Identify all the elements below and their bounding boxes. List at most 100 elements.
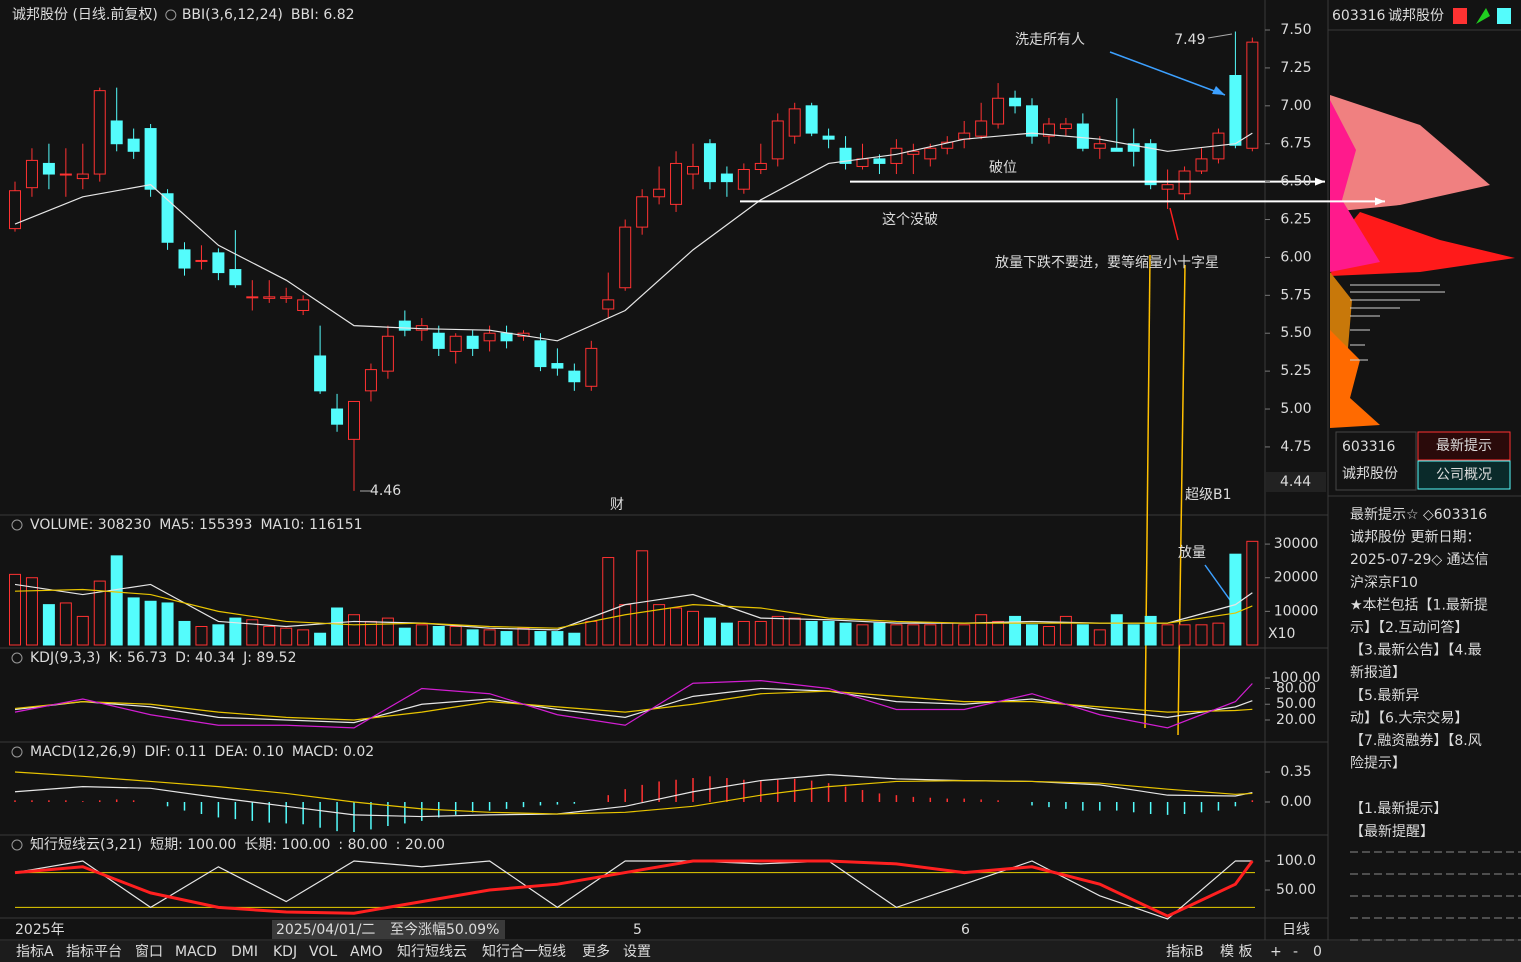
candle-body xyxy=(754,162,767,170)
volume-bar xyxy=(924,624,937,646)
volume-bar xyxy=(1042,626,1055,646)
panel-header: DEA: 0.10 xyxy=(215,744,284,760)
tab[interactable]: 知行合一短线 xyxy=(482,943,566,960)
candle-body xyxy=(822,135,835,140)
volume-bar xyxy=(619,604,632,646)
candle-body xyxy=(1195,158,1208,172)
candle-body xyxy=(466,335,479,349)
candle-body xyxy=(534,340,547,368)
tab[interactable]: AMO xyxy=(350,944,383,960)
candle-body xyxy=(93,90,106,175)
volume-bar xyxy=(1059,615,1072,646)
y-tick-label: 80.00 xyxy=(1276,680,1316,696)
tab[interactable]: 0 xyxy=(1313,944,1322,960)
volume-bar xyxy=(144,600,157,646)
panel-header: 诚邦股份 (日线.前复权) xyxy=(12,6,158,23)
sidebar-tab[interactable]: 最新提示 xyxy=(1436,438,1492,454)
header-icon xyxy=(11,839,23,851)
candle-body xyxy=(771,120,784,160)
period-label: 日线 xyxy=(1282,922,1310,938)
level-label: 破位 xyxy=(989,160,1017,176)
panel-header: D: 40.34 xyxy=(175,650,235,666)
tab[interactable]: VOL xyxy=(309,944,337,960)
x-axis-label: 5 xyxy=(633,922,642,938)
volume-bar xyxy=(958,624,971,646)
candle-body xyxy=(551,363,564,369)
volume-bar xyxy=(348,614,360,646)
tab[interactable]: 指标B xyxy=(1166,944,1204,960)
panel-header: MACD(12,26,9) xyxy=(30,744,136,760)
tab[interactable]: KDJ xyxy=(273,944,297,960)
tab[interactable]: 更多 xyxy=(582,943,610,960)
volume-bar xyxy=(466,629,479,646)
tab[interactable]: 知行短线云 xyxy=(397,943,467,960)
volume-bar xyxy=(754,620,767,646)
tab[interactable]: 指标平台 xyxy=(66,944,122,960)
sidebar-text: 【5.最新异 xyxy=(1350,688,1419,704)
annotation: 放量 xyxy=(1178,545,1206,561)
candle-body xyxy=(9,190,21,230)
volume-bar xyxy=(246,619,259,646)
sidebar-text: 沪深京F10 xyxy=(1350,575,1418,591)
cursor-value: 4.44 xyxy=(1280,474,1311,490)
candle-body xyxy=(178,249,191,269)
volume-bar xyxy=(805,620,818,646)
candle-body xyxy=(737,168,750,190)
y-tick-label: 20000 xyxy=(1274,570,1319,586)
candle-body xyxy=(110,120,123,145)
level-arrow xyxy=(1375,197,1385,206)
volume-profile xyxy=(1330,8,1515,428)
volume-bar xyxy=(788,617,801,646)
sidebar-text: 示】【2.互动问答】 xyxy=(1350,619,1468,636)
stock-name: 诚邦股份 xyxy=(1388,8,1444,24)
max-label: 7.49 xyxy=(1174,32,1205,48)
event-marker: 财 xyxy=(610,497,624,513)
panel-header: BBI(3,6,12,24) xyxy=(182,7,283,23)
volume-bar xyxy=(93,580,106,646)
y-tick-label: 100.0 xyxy=(1276,853,1316,869)
indicator-line xyxy=(14,860,1253,920)
tab[interactable]: + xyxy=(1270,944,1282,960)
volume-bar xyxy=(76,615,89,646)
y-tick-label: 6.00 xyxy=(1280,249,1311,265)
y-tick-label: 4.75 xyxy=(1280,439,1311,455)
box-name: 诚邦股份 xyxy=(1342,466,1398,482)
cursor-date: 2025/04/01/二 xyxy=(276,922,375,938)
candle-body xyxy=(229,269,242,286)
volume-bar xyxy=(25,577,38,646)
level-arrow xyxy=(1315,177,1325,186)
tab[interactable]: DMI xyxy=(231,944,258,960)
y-tick-label: 6.50 xyxy=(1280,174,1311,190)
indicator-line xyxy=(14,773,1253,818)
volume-bar xyxy=(720,622,733,646)
candle-body xyxy=(941,141,954,149)
volume-bar xyxy=(42,604,55,646)
volume-bar xyxy=(687,610,699,646)
panel-header: 长期: 100.00 xyxy=(244,837,330,853)
candle-body xyxy=(449,335,462,352)
tab[interactable]: 模 板 xyxy=(1220,944,1252,960)
volume-bar xyxy=(822,620,835,646)
sidebar-tab[interactable]: 公司概况 xyxy=(1436,467,1492,483)
candle-body xyxy=(314,355,327,392)
candle-body xyxy=(924,147,937,160)
candle-body xyxy=(1127,143,1140,152)
tab[interactable]: MACD xyxy=(175,944,217,960)
tab[interactable]: 设置 xyxy=(623,944,651,960)
tab-bar xyxy=(0,941,1521,962)
panel-header: J: 89.52 xyxy=(242,650,296,666)
candle-body xyxy=(432,332,445,349)
tab[interactable]: 窗口 xyxy=(135,943,163,960)
sidebar-text: 最新提示☆ ◇603316 xyxy=(1350,507,1487,523)
volume-bar xyxy=(178,620,191,646)
candle-body xyxy=(839,147,852,164)
volume-bar xyxy=(602,557,615,646)
annotation-shapes xyxy=(360,33,1233,736)
candle-body xyxy=(1076,123,1089,149)
tab[interactable]: 指标A xyxy=(16,944,54,960)
tab[interactable]: - xyxy=(1293,944,1298,960)
bbi-line xyxy=(14,132,1253,342)
volume-bar xyxy=(1229,553,1242,646)
y-tick-label: 7.25 xyxy=(1280,60,1311,76)
